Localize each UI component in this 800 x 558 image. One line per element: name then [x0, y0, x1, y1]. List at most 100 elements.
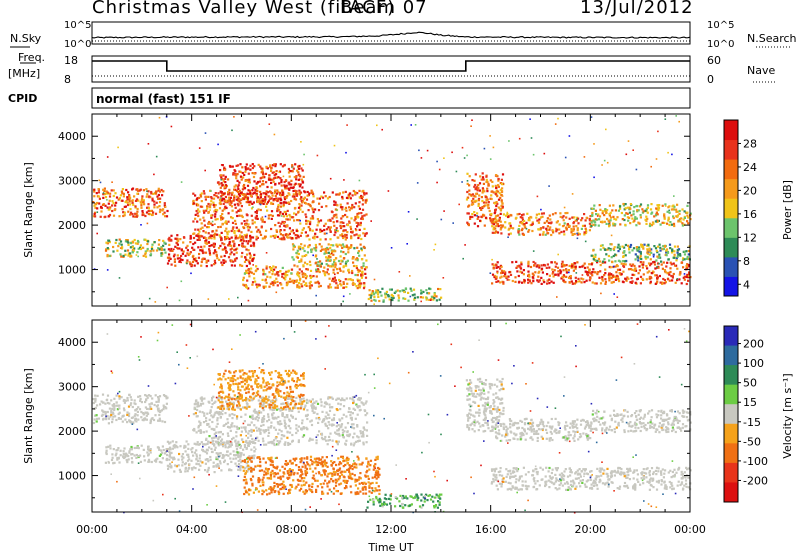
noise-speckle — [430, 299, 432, 301]
scatter-cell — [242, 216, 244, 218]
noise-speckle — [452, 222, 454, 224]
scatter-cell — [212, 440, 214, 442]
scatter-cell — [245, 259, 247, 261]
scatter-cell — [116, 395, 118, 397]
scatter-cell — [357, 222, 359, 224]
scatter-cell — [541, 283, 543, 285]
noise-speckle — [312, 255, 314, 257]
scatter-cell — [317, 218, 319, 220]
scatter-cell — [158, 408, 160, 410]
scatter-cell — [523, 220, 525, 222]
scatter-cell — [587, 266, 589, 268]
scatter-cell — [102, 418, 104, 420]
scatter-cell — [96, 192, 98, 194]
scatter-cell — [263, 287, 265, 289]
scatter-cell — [115, 419, 117, 421]
scatter-cell — [131, 461, 133, 463]
scatter-cell — [244, 171, 246, 173]
scatter-cell — [94, 215, 96, 217]
scatter-cell — [170, 466, 172, 468]
scatter-cell — [169, 456, 171, 458]
scatter-cell — [162, 445, 164, 447]
scatter-cell — [500, 213, 502, 215]
scatter-cell — [108, 209, 110, 211]
scatter-cell — [600, 282, 602, 284]
scatter-cell — [288, 189, 290, 191]
scatter-cell — [335, 244, 337, 246]
scatter-cell — [252, 281, 254, 283]
scatter-cell — [420, 296, 422, 298]
scatter-cell — [363, 192, 365, 194]
scatter-cell — [241, 179, 243, 181]
scatter-cell — [119, 253, 121, 255]
scatter-cell — [239, 469, 241, 471]
scatter-cell — [618, 244, 620, 246]
scatter-cell — [621, 212, 623, 214]
scatter-cell — [148, 403, 150, 405]
noise-speckle — [439, 169, 441, 171]
scatter-cell — [201, 449, 203, 451]
scatter-cell — [358, 235, 360, 237]
scatter-cell — [671, 205, 673, 207]
scatter-cell — [482, 189, 484, 191]
scatter-cell — [97, 395, 99, 397]
scatter-cell — [340, 250, 342, 252]
noise-speckle — [120, 247, 122, 249]
scatter-cell — [321, 411, 323, 413]
scatter-cell — [635, 253, 637, 255]
scatter-cell — [210, 215, 212, 217]
scatter-cell — [312, 275, 314, 277]
scatter-cell — [361, 258, 363, 260]
scatter-cell — [288, 425, 290, 427]
scatter-cell — [232, 240, 234, 242]
scatter-cell — [234, 440, 236, 442]
scatter-cell — [647, 256, 649, 258]
scatter-cell — [510, 233, 512, 235]
scatter-cell — [593, 258, 595, 260]
scatter-cell — [111, 204, 113, 206]
scatter-cell — [584, 225, 586, 227]
scatter-cell — [211, 235, 213, 237]
scatter-cell — [533, 261, 535, 263]
scatter-cell — [479, 220, 481, 222]
scatter-cell — [651, 272, 653, 274]
scatter-cell — [298, 203, 300, 205]
scatter-cell — [232, 192, 234, 194]
scatter-cell — [244, 196, 246, 198]
scatter-cell — [315, 246, 317, 248]
scatter-cell — [285, 179, 287, 181]
scatter-cell — [149, 250, 151, 252]
scatter-cell — [155, 461, 157, 463]
scatter-cell — [276, 271, 278, 273]
scatter-cell — [640, 216, 642, 218]
scatter-cell — [364, 429, 366, 431]
scatter-cell — [305, 216, 307, 218]
scatter-cell — [171, 264, 173, 266]
scatter-cell — [301, 255, 303, 257]
scatter-cell — [637, 259, 639, 261]
scatter-cell — [669, 271, 671, 273]
scatter-cell — [189, 263, 191, 265]
nsearch-label: N.Search — [747, 32, 797, 45]
scatter-cell — [215, 230, 217, 232]
scatter-cell — [243, 174, 245, 176]
scatter-cell — [584, 231, 586, 233]
scatter-cell — [146, 408, 148, 410]
scatter-cell — [107, 446, 109, 448]
scatter-cell — [364, 409, 366, 411]
scatter-cell — [129, 420, 131, 422]
scatter-cell — [343, 265, 345, 267]
scatter-cell — [264, 221, 266, 223]
scatter-cell — [673, 263, 675, 265]
scatter-cell — [316, 413, 318, 415]
noise-speckle — [576, 233, 578, 235]
scatter-cell — [582, 225, 584, 227]
noise-speckle — [653, 256, 655, 258]
scatter-cell — [228, 426, 230, 428]
noise-speckle — [563, 225, 565, 227]
scatter-cell — [604, 283, 606, 285]
scatter-cell — [272, 215, 274, 217]
scatter-cell — [640, 244, 642, 246]
scatter-cell — [523, 269, 525, 271]
scatter-cell — [146, 196, 148, 198]
